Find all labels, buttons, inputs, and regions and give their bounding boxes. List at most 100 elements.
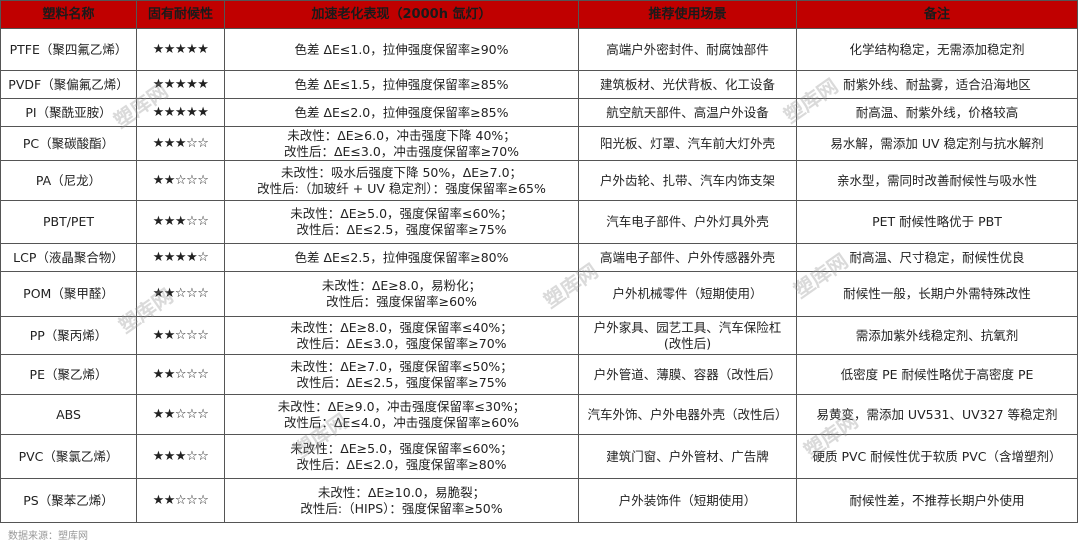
weatherability-stars: ★★★★★	[136, 70, 225, 99]
plastic-name: PE（聚乙烯）	[0, 354, 137, 395]
weatherability-stars: ★★★★★	[136, 98, 225, 127]
plastic-name: PS（聚苯乙烯）	[0, 478, 137, 523]
aging-line: 色差 ΔE≤2.0，拉伸强度保留率≥85%	[294, 104, 509, 120]
table-row: PS（聚苯乙烯） ★★☆☆☆ 未改性：ΔE≥10.0，易脆裂； 改性后:（HIPS）：…	[0, 478, 1078, 523]
aging-performance: 未改性：ΔE≥10.0，易脆裂； 改性后:（HIPS）：强度保留率≥50%	[224, 478, 579, 523]
usage-line: 高端电子部件、户外传感器外壳	[599, 249, 775, 265]
plastic-name: POM（聚甲醛）	[0, 271, 137, 317]
table-row: PE（聚乙烯） ★★☆☆☆ 未改性：ΔE≥7.0，强度保留率≤50%； 改性后：ΔE≤…	[0, 354, 1078, 395]
plastic-name: PBT/PET	[0, 200, 137, 244]
table-row: PI（聚酰亚胺） ★★★★★ 色差 ΔE≤2.0，拉伸强度保留率≥85% 航空航天部件…	[0, 98, 1078, 127]
plastic-name: PTFE（聚四氟乙烯）	[0, 28, 137, 71]
weatherability-stars: ★★★☆☆	[136, 434, 225, 479]
weatherability-stars: ★★★☆☆	[136, 200, 225, 244]
plastic-name: PA（尼龙）	[0, 160, 137, 201]
header-notes: 备注	[796, 0, 1078, 29]
table-row: POM（聚甲醛） ★★☆☆☆ 未改性：ΔE≥8.0，易粉化； 改性后：强度保留率≥60…	[0, 271, 1078, 317]
weatherability-stars: ★★☆☆☆	[136, 271, 225, 317]
note: 化学结构稳定，无需添加稳定剂	[796, 28, 1078, 71]
aging-line: 色差 ΔE≤1.5，拉伸强度保留率≥85%	[294, 76, 509, 92]
aging-line: 未改性：ΔE≥5.0，强度保留率≤60%；	[290, 440, 513, 456]
plastic-name: PI（聚酰亚胺）	[0, 98, 137, 127]
table-row: PC（聚碳酸酯） ★★★☆☆ 未改性：ΔE≥6.0，冲击强度下降 40%； 改性后：Δ…	[0, 126, 1078, 161]
usage-scenario: 高端电子部件、户外传感器外壳	[578, 243, 797, 272]
usage-line: 航空航天部件、高温户外设备	[606, 104, 769, 120]
aging-line: 未改性：吸水后强度下降 50%，ΔE≥7.0；	[280, 164, 523, 180]
table-row: LCP（液晶聚合物） ★★★★☆ 色差 ΔE≤2.5，拉伸强度保留率≥80% 高端电子…	[0, 243, 1078, 272]
aging-performance: 色差 ΔE≤1.5，拉伸强度保留率≥85%	[224, 70, 579, 99]
table-row: ABS ★★☆☆☆ 未改性：ΔE≥9.0，冲击强度保留率≤30%； 改性后：ΔE≤4.…	[0, 394, 1078, 435]
usage-scenario: 户外机械零件（短期使用）	[578, 271, 797, 317]
weatherability-stars: ★★☆☆☆	[136, 316, 225, 355]
plastic-name: PP（聚丙烯）	[0, 316, 137, 355]
table-row: PVDF（聚偏氟乙烯） ★★★★★ 色差 ΔE≤1.5，拉伸强度保留率≥85% 建筑板…	[0, 70, 1078, 99]
note: 耐高温、耐紫外线，价格较高	[796, 98, 1078, 127]
table-row: PVC（聚氯乙烯） ★★★☆☆ 未改性：ΔE≥5.0，强度保留率≤60%； 改性后：Δ…	[0, 434, 1078, 479]
aging-line: 色差 ΔE≤1.0，拉伸强度保留率≥90%	[294, 41, 509, 57]
aging-performance: 未改性：ΔE≥7.0，强度保留率≤50%； 改性后：ΔE≤2.5，强度保留率≥75…	[224, 354, 579, 395]
aging-line: 改性后：ΔE≤3.0，强度保留率≥70%	[296, 335, 507, 351]
aging-line: 未改性：ΔE≥8.0，强度保留率≤40%；	[290, 319, 513, 335]
usage-line: 户外装饰件（短期使用）	[618, 492, 757, 508]
aging-line: 未改性：ΔE≥6.0，冲击强度下降 40%；	[287, 127, 516, 143]
aging-line: 未改性：ΔE≥7.0，强度保留率≤50%；	[290, 358, 513, 374]
note: 耐紫外线、耐盐雾，适合沿海地区	[796, 70, 1078, 99]
usage-line: (改性后)	[663, 335, 712, 351]
aging-line: 改性后：ΔE≤2.5，强度保留率≥75%	[296, 222, 507, 237]
aging-performance: 色差 ΔE≤2.0，拉伸强度保留率≥85%	[224, 98, 579, 127]
aging-performance: 色差 ΔE≤1.0，拉伸强度保留率≥90%	[224, 28, 579, 71]
usage-line: 高端户外密封件、耐腐蚀部件	[606, 41, 769, 57]
usage-scenario: 高端户外密封件、耐腐蚀部件	[578, 28, 797, 71]
aging-line: 未改性：ΔE≥9.0，冲击强度保留率≤30%；	[277, 398, 526, 414]
plastic-name: PVC（聚氯乙烯）	[0, 434, 137, 479]
weatherability-stars: ★★★★☆	[136, 243, 225, 272]
plastic-name: LCP（液晶聚合物）	[0, 243, 137, 272]
usage-line: 建筑板材、光伏背板、化工设备	[599, 76, 775, 92]
weatherability-stars: ★★★☆☆	[136, 126, 225, 161]
usage-scenario: 建筑门窗、户外管材、广告牌	[578, 434, 797, 479]
usage-scenario: 汽车外饰、户外电器外壳（改性后）	[578, 394, 797, 435]
header-weatherability: 固有耐候性	[136, 0, 225, 29]
table-row: PBT/PET ★★★☆☆ 未改性：ΔE≥5.0，强度保留率≤60%； 改性后：ΔE≤…	[0, 200, 1078, 244]
weatherability-stars: ★★☆☆☆	[136, 394, 225, 435]
usage-scenario: 阳光板、灯罩、汽车前大灯外壳	[578, 126, 797, 161]
note: 易水解，需添加 UV 稳定剂与抗水解剂	[796, 126, 1078, 161]
aging-line: 未改性：ΔE≥10.0，易脆裂；	[317, 484, 486, 500]
weatherability-stars: ★★☆☆☆	[136, 478, 225, 523]
usage-line: 户外家具、园艺工具、汽车保险杠	[593, 319, 782, 335]
aging-line: 未改性：ΔE≥8.0，易粉化；	[321, 278, 482, 293]
header-aging: 加速老化表现（2000h 氙灯）	[224, 0, 579, 29]
header-plastic-name: 塑料名称	[0, 0, 137, 29]
note: 亲水型，需同时改善耐候性与吸水性	[796, 160, 1078, 201]
aging-performance: 未改性：吸水后强度下降 50%，ΔE≥7.0； 改性后:（加玻纤 + UV 稳定剂…	[224, 160, 579, 201]
aging-line: 改性后：ΔE≤3.0，冲击强度保留率≥70%	[283, 143, 520, 159]
note: 易黄变，需添加 UV531、UV327 等稳定剂	[796, 394, 1078, 435]
note: 耐高温、尺寸稳定，耐候性优良	[796, 243, 1078, 272]
usage-line: 户外机械零件（短期使用）	[612, 286, 763, 301]
plastic-name: ABS	[0, 394, 137, 435]
weatherability-stars: ★★☆☆☆	[136, 354, 225, 395]
weatherability-stars: ★★★★★	[136, 28, 225, 71]
plastic-name: PC（聚碳酸酯）	[0, 126, 137, 161]
aging-line: 未改性：ΔE≥5.0，强度保留率≤60%；	[290, 206, 513, 221]
header-usage: 推荐使用场景	[578, 0, 797, 29]
note: 硬质 PVC 耐候性优于软质 PVC（含增塑剂）	[796, 434, 1078, 479]
aging-performance: 未改性：ΔE≥5.0，强度保留率≤60%； 改性后：ΔE≤2.0，强度保留率≥80…	[224, 434, 579, 479]
table-row: PTFE（聚四氟乙烯） ★★★★★ 色差 ΔE≤1.0，拉伸强度保留率≥90% 高端户…	[0, 28, 1078, 71]
usage-scenario: 户外家具、园艺工具、汽车保险杠 (改性后)	[578, 316, 797, 355]
plastic-name: PVDF（聚偏氟乙烯）	[0, 70, 137, 99]
weatherability-stars: ★★☆☆☆	[136, 160, 225, 201]
aging-performance: 未改性：ΔE≥8.0，易粉化； 改性后：强度保留率≥60%	[224, 271, 579, 317]
note: PET 耐候性略优于 PBT	[796, 200, 1078, 244]
usage-line: 户外管道、薄膜、容器（改性后）	[593, 366, 782, 382]
usage-scenario: 户外齿轮、扎带、汽车内饰支架	[578, 160, 797, 201]
usage-line: 建筑门窗、户外管材、广告牌	[606, 448, 769, 464]
aging-line: 改性后：强度保留率≥60%	[326, 294, 477, 309]
usage-scenario: 户外装饰件（短期使用）	[578, 478, 797, 523]
usage-line: 汽车外饰、户外电器外壳（改性后）	[587, 406, 788, 422]
table-row: PP（聚丙烯） ★★☆☆☆ 未改性：ΔE≥8.0，强度保留率≤40%； 改性后：ΔE≤…	[0, 316, 1078, 355]
aging-line: 改性后:（HIPS）：强度保留率≥50%	[300, 500, 503, 516]
aging-line: 改性后:（加玻纤 + UV 稳定剂）：强度保留率≥65%	[257, 180, 546, 196]
usage-line: 阳光板、灯罩、汽车前大灯外壳	[599, 135, 775, 151]
aging-performance: 未改性：ΔE≥9.0，冲击强度保留率≤30%； 改性后：ΔE≤4.0，冲击强度保留…	[224, 394, 579, 435]
